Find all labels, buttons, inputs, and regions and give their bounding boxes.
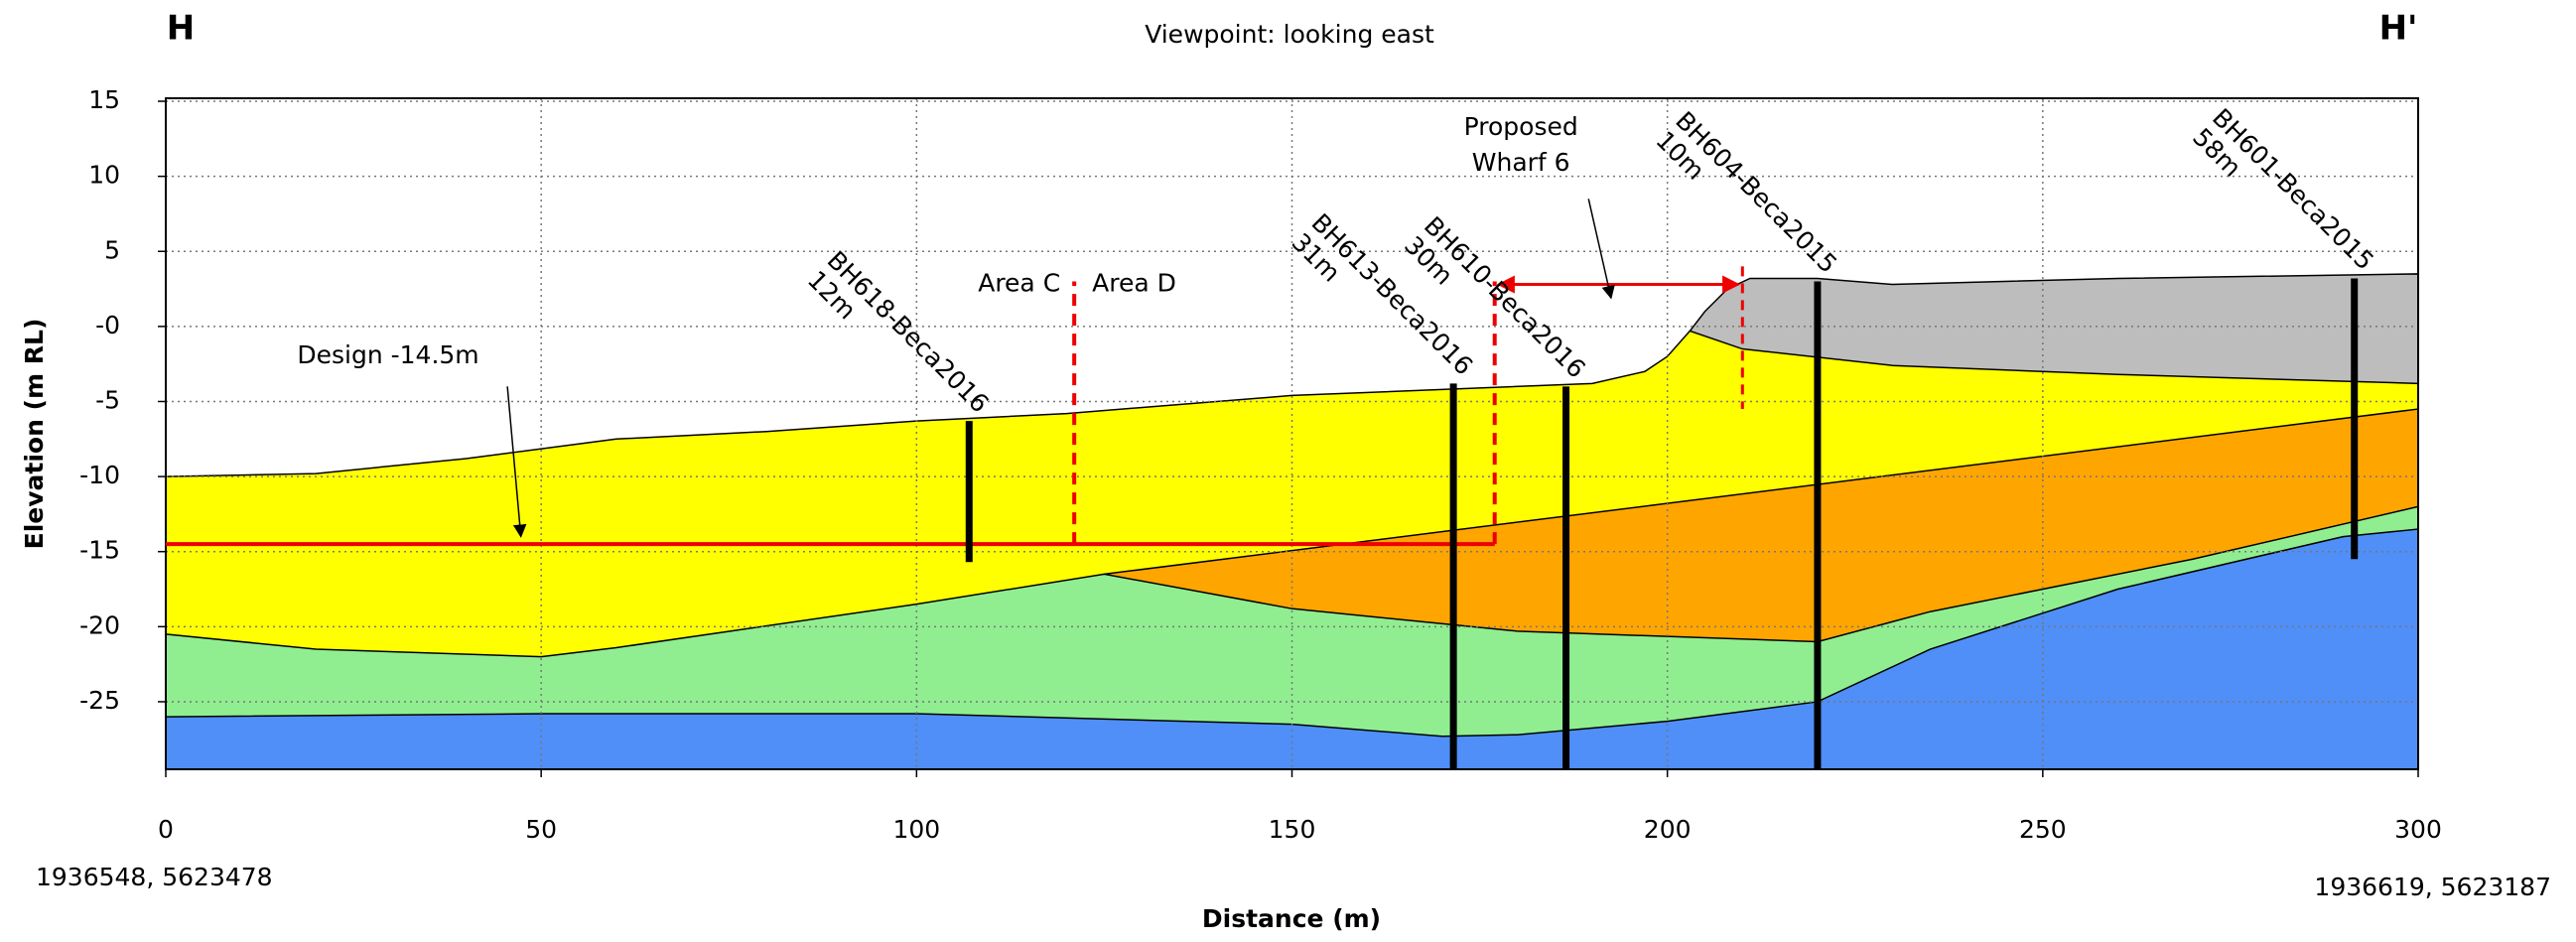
x-tick-label: 200 xyxy=(1644,815,1692,844)
area-label: Area C xyxy=(978,269,1060,298)
y-axis-label: Elevation (m RL) xyxy=(20,319,49,550)
borehole-name: BH601-Beca2015 xyxy=(2207,103,2379,276)
x-tick-label: 50 xyxy=(525,815,557,844)
y-tick-label: -15 xyxy=(79,536,120,565)
chart-title: Viewpoint: looking east xyxy=(1145,20,1434,49)
x-tick-label: 0 xyxy=(158,815,174,844)
left-label: H xyxy=(167,9,195,49)
x-axis-label: Distance (m) xyxy=(1202,904,1381,933)
left-coordinates: 1936548, 5623478 xyxy=(36,863,273,891)
x-tick-label: 300 xyxy=(2394,815,2442,844)
y-tick-label: -5 xyxy=(95,385,120,414)
x-tick-label: 100 xyxy=(892,815,940,844)
wharf-label: Proposed xyxy=(1464,112,1578,141)
x-tick-label: 150 xyxy=(1269,815,1316,844)
design-label: Design -14.5m xyxy=(297,340,478,369)
area-label: Area D xyxy=(1092,269,1176,298)
y-tick-label: -10 xyxy=(79,461,120,489)
y-tick-label: -20 xyxy=(79,610,120,639)
chart: 0 50 100 150 200 250 300 15 10 5 -0 -5 -10 -15 -20 -25 D… xyxy=(0,0,2576,942)
borehole-name: BH604-Beca2015 xyxy=(1670,106,1842,279)
wharf-label: Wharf 6 xyxy=(1472,148,1570,177)
right-coordinates: 1936619, 5623187 xyxy=(2314,873,2551,901)
y-tick-label: 15 xyxy=(88,85,120,114)
borehole-name: BH618-Beca2016 xyxy=(822,245,995,418)
y-tick-label: 10 xyxy=(88,161,120,190)
y-tick-label: 5 xyxy=(104,235,120,264)
right-label: H' xyxy=(2379,9,2418,49)
y-tick-label: -0 xyxy=(95,311,120,339)
y-tick-label: -25 xyxy=(79,686,120,715)
x-tick-label: 250 xyxy=(2019,815,2067,844)
page: {"chart_data": { "type": "cross-section"… xyxy=(0,0,2576,942)
